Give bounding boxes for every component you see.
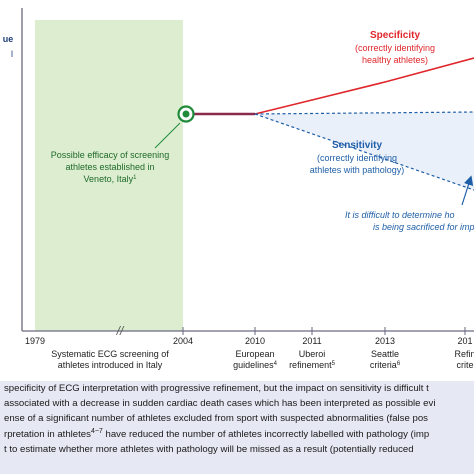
caption-line: rpretation in athletes4−7 have reduced t… <box>4 427 430 440</box>
x-tick-sublabel: Refin <box>454 349 474 359</box>
x-tick-sublabel: crite <box>456 360 473 370</box>
x-tick-sublabel: criteria6 <box>370 360 401 370</box>
start-marker-dot <box>182 110 190 118</box>
sensitivity-desc: athletes with pathology) <box>310 165 405 175</box>
x-tick-label: 2011 <box>302 336 321 346</box>
x-tick-sublabel: Seattle <box>371 349 399 359</box>
x-tick-label: 1979 <box>25 336 45 346</box>
x-tick-sublabel: European <box>235 349 274 359</box>
y-axis-label: ue <box>3 34 14 44</box>
sensitivity-lower <box>254 113 474 191</box>
x-tick-sublabel: refinement5 <box>289 360 336 370</box>
shaded-label-line: Veneto, Italy1 <box>84 174 138 184</box>
specificity-line <box>254 57 474 115</box>
x-tick-sublabel: guidelines4 <box>233 360 278 370</box>
x-tick-label: 2004 <box>173 336 193 346</box>
caption-line: ense of a significant number of athletes… <box>4 413 428 425</box>
x-tick-label: 2013 <box>375 336 395 346</box>
x-tick-sublabel-sup: 5 <box>332 361 336 367</box>
axis-break: // <box>116 324 125 338</box>
shaded-label-leader <box>154 122 181 149</box>
sensitivity-title: Sensitivity <box>332 140 382 151</box>
annotation-line: It is difficult to determine ho <box>345 210 455 220</box>
x-tick-label: 201 <box>457 336 472 346</box>
specificity-title: Specificity <box>370 30 420 41</box>
specificity-desc: healthy athletes) <box>362 55 428 65</box>
sensitivity-desc: (correctly identifying <box>317 153 397 163</box>
x-tick-sublabel: athletes introduced in Italy <box>58 360 163 370</box>
shaded-label-line: athletes established in <box>65 162 154 172</box>
x-tick-label: 2010 <box>245 336 265 346</box>
specificity-desc: (correctly identifying <box>355 43 435 53</box>
shaded-region <box>35 20 183 331</box>
caption-line: associated with a decrease in sudden car… <box>4 398 436 410</box>
sensitivity-arrow <box>461 175 474 206</box>
shaded-label-line-sup: 1 <box>133 175 137 181</box>
sensitivity-cone <box>255 112 474 190</box>
figure-caption: specificity of ECG interpretation with p… <box>0 381 474 474</box>
caption-line: specificity of ECG interpretation with p… <box>4 383 429 394</box>
x-tick-sublabel: Systematic ECG screening of <box>51 349 169 359</box>
y-axis-label-tick: l <box>11 49 13 59</box>
x-tick-sublabel-sup: 4 <box>274 361 278 367</box>
x-tick-sublabel-sup: 6 <box>397 361 401 367</box>
caption-line: t to estimate whether more athletes with… <box>4 443 414 455</box>
annotation-line: is being sacrificed for imp <box>373 222 474 232</box>
x-tick-sublabel: Uberoi <box>299 349 326 359</box>
sensitivity-upper <box>254 111 474 115</box>
shaded-label-line: Possible efficacy of screening <box>51 150 169 160</box>
